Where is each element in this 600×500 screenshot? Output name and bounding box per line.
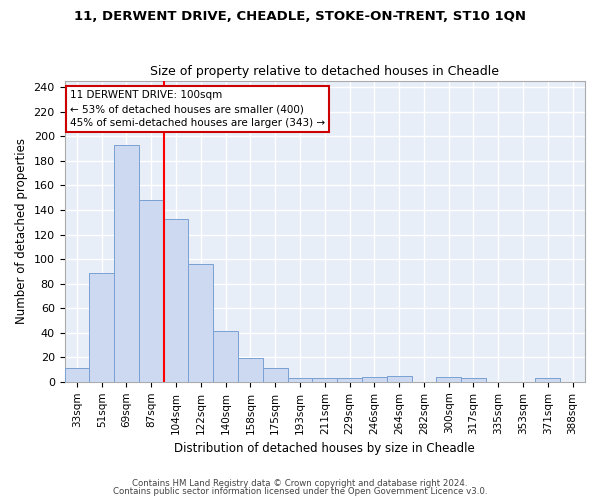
Text: Contains HM Land Registry data © Crown copyright and database right 2024.: Contains HM Land Registry data © Crown c… [132,478,468,488]
Bar [188,264,213,382]
Bar [114,145,139,382]
Bar [263,368,287,382]
Bar [287,378,313,382]
Bar [387,376,412,382]
Bar [89,272,114,382]
Text: 11 DERWENT DRIVE: 100sqm
← 53% of detached houses are smaller (400)
45% of semi-: 11 DERWENT DRIVE: 100sqm ← 53% of detach… [70,90,325,128]
Bar [436,377,461,382]
Bar [313,378,337,382]
Bar [362,377,387,382]
Bar [65,368,89,382]
Bar [164,218,188,382]
X-axis label: Distribution of detached houses by size in Cheadle: Distribution of detached houses by size … [175,442,475,455]
Text: Contains public sector information licensed under the Open Government Licence v3: Contains public sector information licen… [113,487,487,496]
Bar [213,332,238,382]
Y-axis label: Number of detached properties: Number of detached properties [15,138,28,324]
Bar [238,358,263,382]
Title: Size of property relative to detached houses in Cheadle: Size of property relative to detached ho… [150,66,499,78]
Bar [535,378,560,382]
Bar [139,200,164,382]
Bar [337,378,362,382]
Text: 11, DERWENT DRIVE, CHEADLE, STOKE-ON-TRENT, ST10 1QN: 11, DERWENT DRIVE, CHEADLE, STOKE-ON-TRE… [74,10,526,23]
Bar [461,378,486,382]
